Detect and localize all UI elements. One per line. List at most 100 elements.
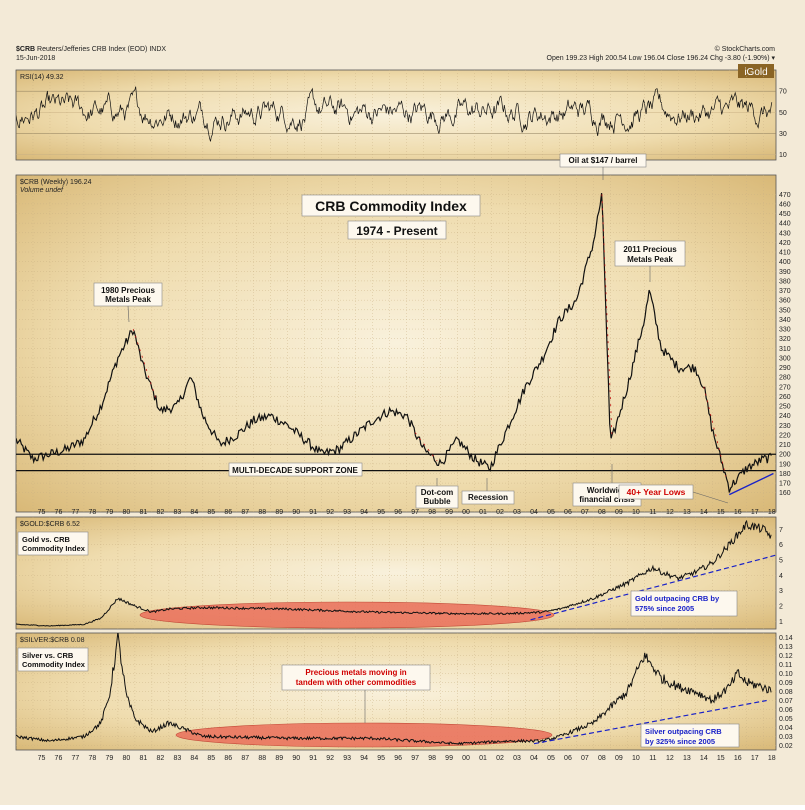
ratio-tick-label: 0.04: [779, 725, 793, 732]
x-tick-label: 11: [649, 509, 656, 516]
annotation-support-text: MULTI-DECADE SUPPORT ZONE: [232, 466, 358, 475]
crb-tick-label: 190: [779, 461, 791, 468]
x-tick-label: 15: [717, 509, 725, 516]
x-tick-label: 90: [292, 755, 300, 762]
crb-tick-label: 420: [779, 240, 791, 247]
x-tick-label: 81: [139, 755, 147, 762]
x-tick-label: 04: [530, 755, 538, 762]
chart-header: $CRB Reuters/Jefferies CRB Index (EOD) I…: [16, 45, 775, 62]
annotation-40-year-lows: 40+ Year Lows: [618, 484, 729, 504]
gold-title-box: Gold vs. CRB Commodity Index: [17, 531, 89, 556]
crb-tick-label: 230: [779, 423, 791, 430]
silver-title-line-1: Silver vs. CRB: [22, 651, 74, 660]
annotation-support-zone: MULTI-DECADE SUPPORT ZONE: [228, 462, 363, 477]
gold-annotation: Gold outpacing CRB by 575% since 2005: [630, 590, 738, 617]
x-tick-label: 88: [258, 509, 266, 516]
x-tick-label: 93: [343, 755, 351, 762]
x-tick-label: 78: [89, 755, 97, 762]
crb-tick-label: 210: [779, 442, 791, 449]
rsi-tick-label: 30: [779, 131, 787, 138]
rsi-gridlines: [16, 90, 776, 155]
x-tick-label: 91: [309, 755, 317, 762]
x-tick-label: 88: [258, 755, 266, 762]
x-tick-label: 75: [38, 755, 46, 762]
x-tick-label: 03: [513, 755, 521, 762]
silver-title-line-2: Commodity Index: [22, 660, 86, 669]
x-tick-label: 77: [72, 755, 80, 762]
ratio-tick-label: 0.14: [779, 635, 793, 642]
annotation-2011-peak-line-1: 2011 Precious: [623, 245, 677, 254]
crb-tick-label: 390: [779, 269, 791, 276]
silver-ratio-line: [16, 633, 772, 746]
rsi-tick-label: 10: [779, 152, 787, 159]
crb-tick-label: 470: [779, 192, 791, 199]
x-tick-label: 14: [700, 509, 708, 516]
crb-tick-label: 250: [779, 404, 791, 411]
crb-tick-label: 290: [779, 365, 791, 372]
x-tick-label: 01: [479, 755, 487, 762]
crb-subtitle: 1974 - Present: [356, 224, 437, 238]
ratio-tick-label: 0.13: [779, 644, 793, 651]
ratio-tick-label: 1: [779, 619, 783, 626]
ratio-tick-label: 0.09: [779, 680, 793, 687]
silver-outpace-line-1: Silver outpacing CRB: [645, 727, 722, 736]
crb-trendline: [728, 472, 774, 496]
annotation-dotcom: Dot-com Bubble: [415, 478, 459, 509]
crb-tick-label: 350: [779, 307, 791, 314]
x-tick-label: 14: [700, 755, 708, 762]
x-tick-label: 87: [241, 755, 249, 762]
ohlc-label: Open 199.23 High 200.54 Low 196.04 Close…: [547, 55, 776, 62]
annotation-lows-text: 40+ Year Lows: [627, 487, 686, 497]
silver-tandem-line-2: tandem with other commodities: [296, 678, 417, 687]
gold-tick-labels: 7 6 5 4 3 2 1: [779, 527, 783, 626]
crb-tick-label: 410: [779, 250, 791, 257]
x-tick-label: 85: [207, 509, 215, 516]
x-tick-label: 86: [224, 509, 232, 516]
gold-annotation-line-2: 575% since 2005: [635, 604, 694, 613]
x-tick-label: 80: [122, 755, 130, 762]
gold-flat-zone: [139, 601, 555, 629]
annotation-dotcom-line-2: Bubble: [423, 497, 451, 506]
x-tick-label: 98: [428, 509, 436, 516]
date-label: 15-Jun-2018: [16, 55, 55, 62]
crb-sublabel: Volume undef: [20, 187, 64, 194]
annotation-recession-text: Recession: [468, 493, 508, 502]
annotation-crisis-line-1: Worldwide: [587, 486, 628, 495]
x-tick-label: 93: [343, 509, 351, 516]
rsi-label: RSI(14) 49.32: [20, 74, 64, 81]
silver-title-box: Silver vs. CRB Commodity Index: [17, 647, 89, 672]
annotation-recession: Recession: [461, 478, 515, 505]
x-tick-label: 83: [173, 509, 181, 516]
x-tick-label: 99: [445, 509, 453, 516]
x-tick-label: 00: [462, 755, 470, 762]
x-tick-label: 13: [683, 755, 691, 762]
x-tick-label: 97: [411, 509, 419, 516]
x-tick-label: 09: [615, 755, 623, 762]
rsi-panel: [15, 69, 777, 161]
crb-series-line: [16, 193, 772, 493]
x-tick-label: 75: [38, 509, 46, 516]
crb-tick-label: 160: [779, 490, 791, 497]
annotation-1980-peak: 1980 Precious Metals Peak: [93, 282, 163, 323]
x-axis-labels-bottom: 75 76 77 78 79 80 81 82 83 84 85 86 87 88 89 90 91 92 93 94…: [38, 755, 776, 762]
crb-title-box: CRB Commodity Index: [301, 194, 481, 217]
crb-tick-label: 430: [779, 230, 791, 237]
gold-label: $GOLD:$CRB 6.52: [20, 521, 80, 528]
x-tick-label: 89: [275, 755, 283, 762]
ratio-tick-label: 7: [779, 527, 783, 534]
x-tick-label: 06: [564, 755, 572, 762]
annotation-oil-text: Oil at $147 / barrel: [569, 156, 638, 165]
x-tick-label: 12: [666, 509, 674, 516]
crb-tick-label: 380: [779, 278, 791, 285]
x-tick-label: 76: [55, 509, 63, 516]
x-tick-label: 78: [89, 509, 97, 516]
crb-tick-label: 460: [779, 201, 791, 208]
crb-tick-label: 260: [779, 394, 791, 401]
silver-tandem-annotation: Precious metals moving in tandem with ot…: [281, 664, 431, 723]
crb-tick-label: 300: [779, 355, 791, 362]
x-tick-label: 16: [734, 509, 742, 516]
annotation-crisis-line-2: financial crisis: [579, 495, 635, 504]
x-tick-label: 94: [360, 509, 368, 516]
crb-tick-label: 400: [779, 259, 791, 266]
